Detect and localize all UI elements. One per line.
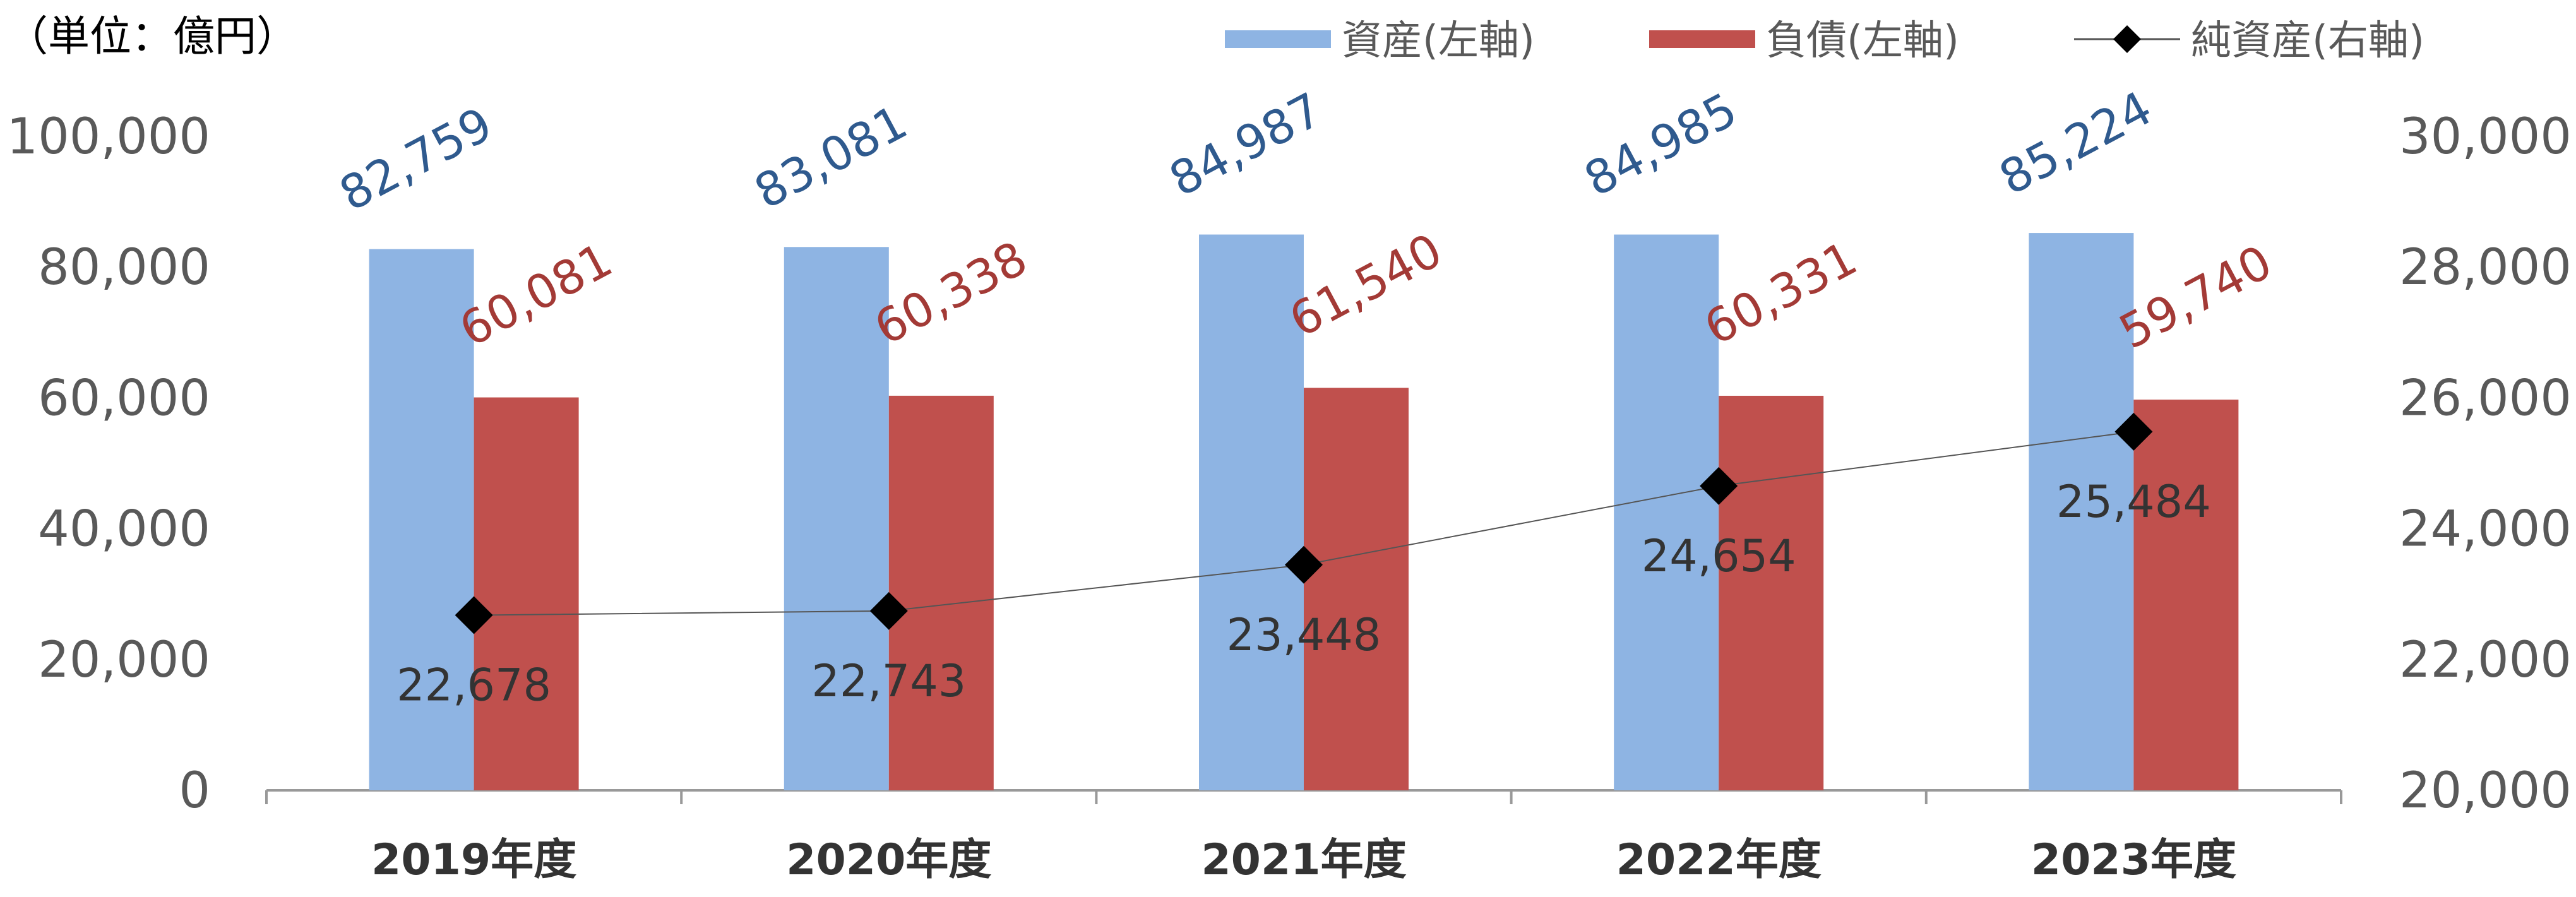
asset-bar xyxy=(2029,233,2134,790)
legend-label: 純資産(右軸) xyxy=(2191,18,2424,64)
net-assets-marker xyxy=(1285,545,1323,584)
axes: 0 20,000 40,000 60,000 80,000 100,000 20,000 22… xyxy=(6,109,2572,885)
net-assets-value-label: 24,654 xyxy=(1642,530,1796,582)
asset-bar xyxy=(784,247,889,790)
net-assets-value-label: 25,484 xyxy=(2056,476,2211,528)
left-tick-label: 60,000 xyxy=(38,370,210,427)
liability-bar xyxy=(1719,395,1824,790)
right-tick-label: 20,000 xyxy=(2399,763,2572,819)
liability-value-label: 60,338 xyxy=(866,231,1036,355)
net-assets-value-label: 23,448 xyxy=(1227,609,1381,661)
category-label: 2019年度 xyxy=(371,835,576,885)
right-tick-label: 22,000 xyxy=(2399,632,2572,689)
left-tick-label: 0 xyxy=(179,763,210,819)
category-label: 2021年度 xyxy=(1201,835,1406,885)
legend-label: 資産(左軸) xyxy=(1342,18,1535,64)
liability-bar xyxy=(474,397,579,790)
asset-bar xyxy=(369,249,474,790)
liability-value-label: 60,331 xyxy=(1696,231,1866,355)
bars xyxy=(369,233,2239,790)
asset-value-label: 84,985 xyxy=(1576,83,1746,207)
unit-label: （単位：億円） xyxy=(6,12,298,61)
right-tick-label: 28,000 xyxy=(2399,239,2572,296)
right-tick-label: 26,000 xyxy=(2399,370,2572,427)
category-label: 2022年度 xyxy=(1616,835,1822,885)
legend-swatch xyxy=(1649,30,1755,48)
asset-value-label: 82,759 xyxy=(331,97,501,222)
asset-bar xyxy=(1614,234,1719,790)
asset-value-label: 84,987 xyxy=(1161,83,1331,207)
legend-diamond-icon xyxy=(2113,25,2141,53)
right-tick-label: 24,000 xyxy=(2399,501,2572,558)
net-assets-marker xyxy=(2114,412,2153,451)
asset-value-label: 85,224 xyxy=(1991,81,2161,205)
asset-value-label: 83,081 xyxy=(746,95,916,219)
liability-bar xyxy=(888,395,994,790)
net-assets-marker xyxy=(1700,466,1738,505)
net-assets-line xyxy=(455,412,2153,634)
right-tick-label: 30,000 xyxy=(2399,109,2572,165)
liability-bar xyxy=(1304,388,1409,790)
net-assets-value-label: 22,678 xyxy=(397,660,551,711)
liability-bar xyxy=(2133,400,2239,790)
left-tick-label: 100,000 xyxy=(6,109,210,165)
left-tick-label: 20,000 xyxy=(38,632,210,689)
legend-label: 負債(左軸) xyxy=(1766,18,1959,64)
category-label: 2023年度 xyxy=(2031,835,2236,885)
left-tick-label: 80,000 xyxy=(38,239,210,296)
liability-value-label: 60,081 xyxy=(451,233,621,357)
liability-value-label: 59,740 xyxy=(2111,235,2281,359)
legend-swatch xyxy=(1225,30,1331,48)
left-tick-label: 40,000 xyxy=(38,501,210,558)
asset-bar xyxy=(1199,234,1304,790)
net-assets-marker xyxy=(455,596,493,634)
net-assets-value-label: 22,743 xyxy=(811,655,966,707)
legend: 資産(左軸) 負債(左軸) 純資産(右軸) xyxy=(1225,18,2424,64)
liability-value-label: 61,540 xyxy=(1281,223,1451,348)
net-assets-marker xyxy=(869,591,908,630)
category-label: 2020年度 xyxy=(786,835,991,885)
